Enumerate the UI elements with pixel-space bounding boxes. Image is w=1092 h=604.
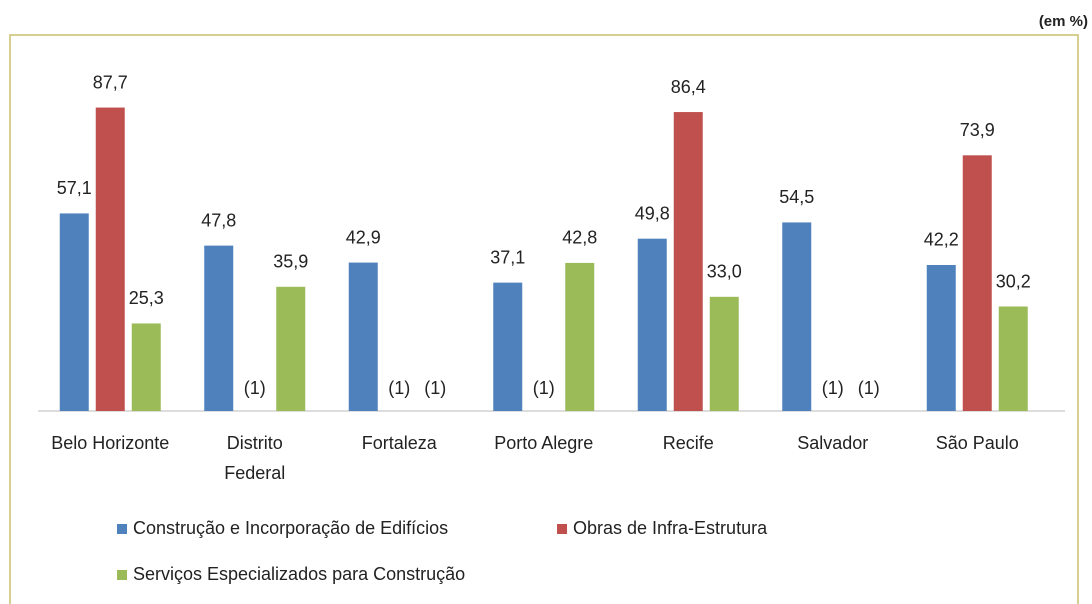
x-tick-label: Porto Alegre [494,433,594,453]
value-label: 25,3 [129,288,164,308]
value-label: 54,5 [779,187,814,207]
unit-label: (em %) [1039,13,1088,30]
x-tick-label: Recife [662,433,714,453]
legend-swatch [117,524,127,534]
bar [565,262,595,411]
bar [493,282,523,411]
x-tick-label: Fortaleza [361,433,437,453]
value-label: (1) [822,378,844,398]
chart-border [9,34,1079,604]
bar [926,264,956,411]
legend-label: Obras de Infra-Estrutura [573,518,768,538]
bar [59,213,89,411]
legend-swatch [117,570,127,580]
bar [131,323,161,411]
x-tick-label: Belo Horizonte [51,433,170,453]
x-tick-label: Salvador [797,433,869,453]
bar [962,155,992,411]
x-tick-label: Distrito Federal [224,433,286,483]
value-label: 47,8 [201,210,236,230]
bar [782,222,812,411]
legend-swatch [557,524,567,534]
bar [204,245,234,411]
value-label: 42,2 [924,230,959,250]
value-label: 33,0 [707,262,742,282]
bar [276,286,306,411]
value-label: (1) [244,378,266,398]
bar [348,262,378,411]
bar [95,107,125,412]
bar [673,112,703,411]
value-label: 86,4 [671,77,706,97]
legend-label: Serviços Especializados para Construção [133,564,465,584]
value-label: 30,2 [996,271,1031,291]
bar [637,238,667,411]
value-label: (1) [388,378,410,398]
value-label: 42,8 [562,228,597,248]
value-label: 37,1 [490,247,525,267]
legend-label: Construção e Incorporação de Edifícios [133,518,448,538]
value-label: 42,9 [346,227,381,247]
value-label: 73,9 [960,120,995,140]
value-label: (1) [533,378,555,398]
x-tick-label: São Paulo [935,433,1019,453]
value-label: 35,9 [273,252,308,272]
value-label: (1) [858,378,880,398]
bar [998,306,1028,411]
value-label: 49,8 [635,203,670,223]
value-label: 57,1 [57,178,92,198]
value-label: 87,7 [93,72,128,92]
value-label: (1) [424,378,446,398]
bar [709,296,739,411]
